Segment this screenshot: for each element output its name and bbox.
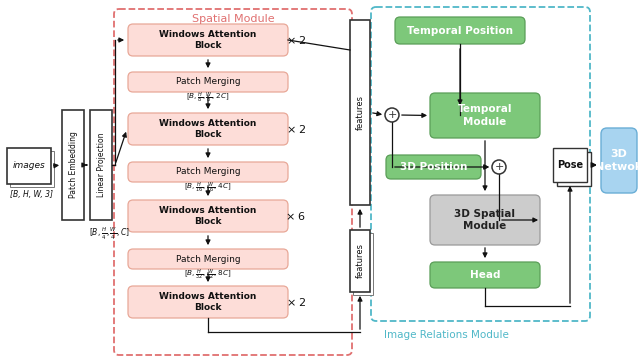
Text: $[B, \frac{H}{32}, \frac{W}{32}, 8C]$: $[B, \frac{H}{32}, \frac{W}{32}, 8C]$: [184, 268, 232, 282]
Text: Patch Embedding: Patch Embedding: [68, 131, 77, 199]
Text: features: features: [355, 244, 365, 278]
Text: $[B, \frac{H}{8}, \frac{W}{8}, 2C]$: $[B, \frac{H}{8}, \frac{W}{8}, 2C]$: [186, 91, 230, 105]
Text: Patch Merging: Patch Merging: [176, 168, 240, 177]
FancyBboxPatch shape: [430, 195, 540, 245]
Text: 3D
Netwok: 3D Netwok: [595, 149, 640, 172]
Circle shape: [492, 160, 506, 174]
Bar: [62, 110, 84, 220]
Text: Linear Projection: Linear Projection: [97, 133, 106, 197]
FancyBboxPatch shape: [128, 72, 288, 92]
Bar: [353, 233, 373, 295]
FancyBboxPatch shape: [386, 155, 481, 179]
Text: Temporal
Module: Temporal Module: [458, 104, 512, 127]
Text: $[B, \frac{H}{4}, \frac{W}{4}, C]$: $[B, \frac{H}{4}, \frac{W}{4}, C]$: [88, 226, 129, 242]
Text: Windows Attention
Block: Windows Attention Block: [159, 30, 257, 50]
Text: Spatial Module: Spatial Module: [192, 14, 275, 24]
Text: Pose: Pose: [557, 160, 583, 170]
Circle shape: [385, 108, 399, 122]
Bar: [7, 148, 51, 184]
Bar: [350, 20, 370, 205]
Text: $\times$ 6: $\times$ 6: [285, 210, 307, 222]
Text: Windows Attention
Block: Windows Attention Block: [159, 119, 257, 139]
Text: 3D Position: 3D Position: [400, 162, 467, 172]
Text: 3D Spatial
Module: 3D Spatial Module: [454, 209, 515, 231]
Text: Head: Head: [470, 270, 500, 280]
Bar: [90, 110, 112, 220]
Text: $\times$ 2: $\times$ 2: [285, 34, 307, 46]
FancyBboxPatch shape: [601, 128, 637, 193]
Bar: [10, 151, 54, 187]
Text: Temporal Position: Temporal Position: [407, 26, 513, 35]
FancyBboxPatch shape: [430, 93, 540, 138]
Text: $[B, \frac{H}{16}, \frac{W}{16}, 4C]$: $[B, \frac{H}{16}, \frac{W}{16}, 4C]$: [184, 181, 232, 195]
Text: $\times$ 2: $\times$ 2: [285, 296, 307, 308]
Text: images: images: [13, 161, 45, 170]
Text: Patch Merging: Patch Merging: [176, 78, 240, 87]
Bar: [350, 230, 370, 292]
FancyBboxPatch shape: [128, 286, 288, 318]
Text: Windows Attention
Block: Windows Attention Block: [159, 292, 257, 312]
FancyBboxPatch shape: [128, 24, 288, 56]
Text: +: +: [494, 162, 504, 172]
FancyBboxPatch shape: [128, 249, 288, 269]
Text: Patch Merging: Patch Merging: [176, 255, 240, 264]
FancyBboxPatch shape: [128, 162, 288, 182]
FancyBboxPatch shape: [128, 113, 288, 145]
Bar: [553, 148, 587, 182]
Text: Windows Attention
Block: Windows Attention Block: [159, 206, 257, 226]
Text: features: features: [355, 95, 365, 130]
FancyBboxPatch shape: [430, 262, 540, 288]
Text: [B, H, W, 3]: [B, H, W, 3]: [10, 190, 52, 199]
FancyBboxPatch shape: [395, 17, 525, 44]
Text: +: +: [387, 110, 397, 120]
Bar: [557, 152, 591, 186]
Text: $\times$ 2: $\times$ 2: [285, 123, 307, 135]
Text: Image Relations Module: Image Relations Module: [384, 330, 509, 340]
FancyBboxPatch shape: [128, 200, 288, 232]
